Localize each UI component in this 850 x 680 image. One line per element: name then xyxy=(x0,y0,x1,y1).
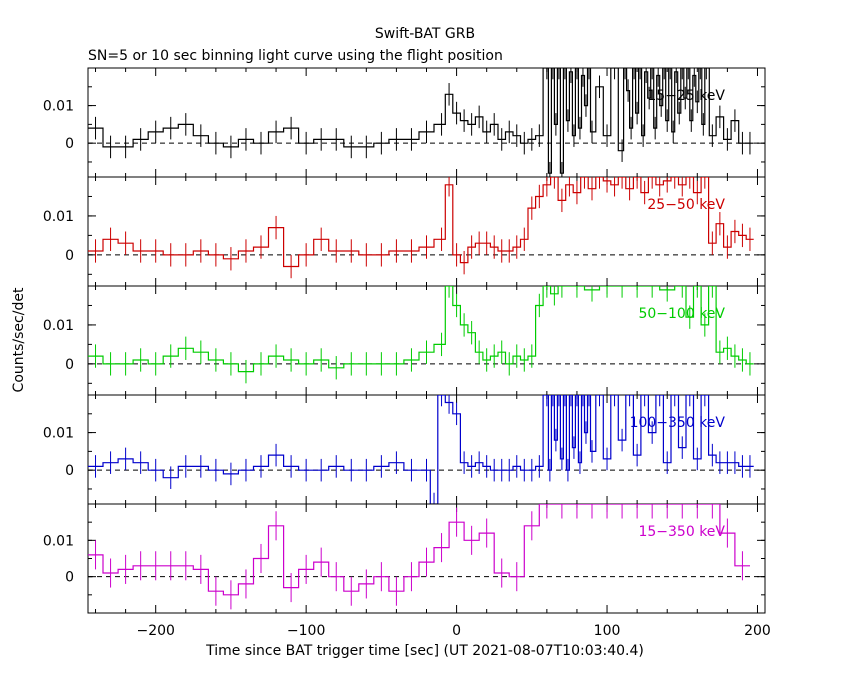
series-4 xyxy=(88,395,754,504)
x-tick-label: −200 xyxy=(136,623,174,639)
panel-4: 0 0.01 100−350 keV xyxy=(43,394,766,505)
y-tick-label: 0.01 xyxy=(43,318,74,334)
series-1 xyxy=(88,68,754,177)
y-axis-label: Counts/sec/det xyxy=(11,287,27,392)
panels-group: 0 0.01 15−25 keV 0 0.01 25−50 keV 0 0.01 50−100 … xyxy=(43,67,771,639)
series-3 xyxy=(88,286,754,384)
y-tick-label: 0.01 xyxy=(43,99,74,115)
x-tick-label: −100 xyxy=(287,623,325,639)
x-tick-label: 200 xyxy=(744,623,771,639)
panel-label: 25−50 keV xyxy=(647,197,725,213)
y-tick-label: 0.01 xyxy=(43,209,74,225)
y-tick-label: 0 xyxy=(65,248,74,264)
x-tick-label: 0 xyxy=(452,623,461,639)
x-axis-label: Time since BAT trigger time [sec] (UT 20… xyxy=(205,643,644,659)
y-tick-label: 0 xyxy=(65,570,74,586)
panel-label: 15−350 keV xyxy=(638,524,725,540)
panel-5: 0 0.01 15−350 keV xyxy=(43,503,766,614)
panel-label: 15−25 keV xyxy=(647,88,725,104)
series-line xyxy=(88,286,754,373)
series-2 xyxy=(88,177,754,279)
y-tick-label: 0.01 xyxy=(43,426,74,442)
panel-1: 0 0.01 15−25 keV xyxy=(43,67,766,178)
series-line xyxy=(88,68,754,174)
panel-label: 50−100 keV xyxy=(638,306,725,322)
y-tick-label: 0 xyxy=(65,463,74,479)
chart-title: Swift-BAT GRB xyxy=(375,26,475,42)
series-5 xyxy=(88,504,750,610)
panel-frame xyxy=(87,176,766,287)
series-line xyxy=(88,504,750,596)
panel-label: 100−350 keV xyxy=(630,415,726,431)
x-tick-label: 100 xyxy=(594,623,621,639)
series-line xyxy=(88,177,754,268)
series-line xyxy=(88,395,754,504)
y-tick-label: 0 xyxy=(65,136,74,152)
y-tick-label: 0 xyxy=(65,357,74,373)
panel-3: 0 0.01 50−100 keV xyxy=(43,285,766,396)
y-tick-label: 0.01 xyxy=(43,533,74,549)
chart-subtitle: SN=5 or 10 sec binning light curve using… xyxy=(88,48,503,64)
panel-2: 0 0.01 25−50 keV xyxy=(43,176,766,287)
